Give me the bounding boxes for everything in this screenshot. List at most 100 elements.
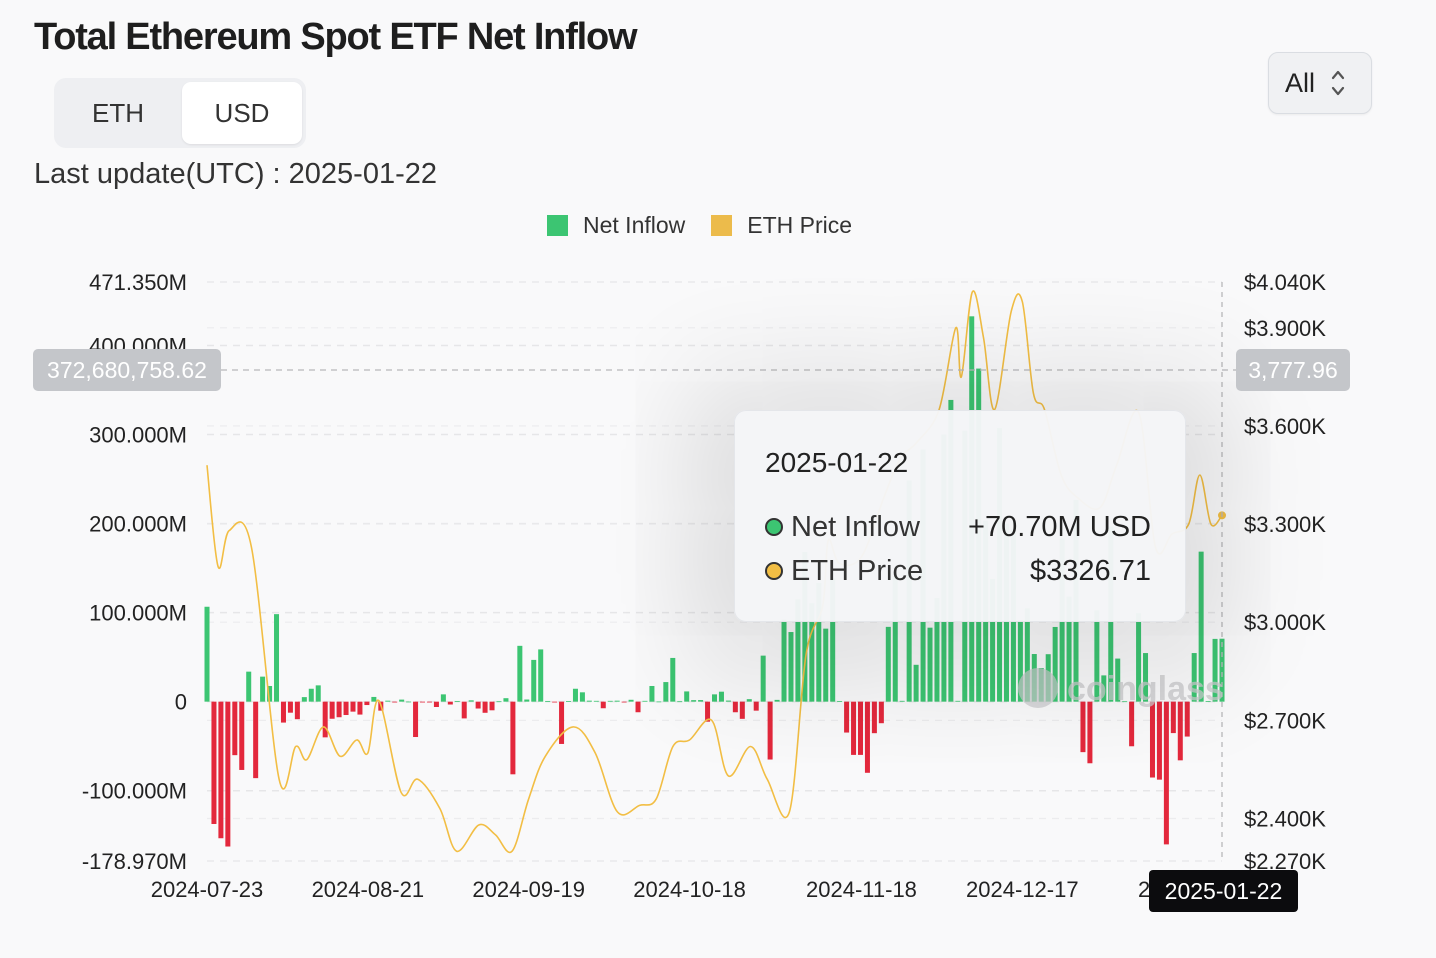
bar-negative <box>225 702 230 847</box>
x-tick-label: 2024-07-23 <box>151 877 264 902</box>
bar-negative <box>434 702 439 707</box>
bar-positive <box>587 701 592 702</box>
bar-positive <box>594 701 599 702</box>
bar-positive <box>642 701 647 702</box>
bar-negative <box>851 702 856 755</box>
bar-positive <box>823 629 828 702</box>
bar-negative <box>232 702 237 756</box>
y-right-tick-label: $3.900K <box>1244 316 1326 341</box>
tooltip-net-inflow-dot-icon <box>765 518 783 536</box>
y-left-tick-label: 0 <box>175 690 187 715</box>
bar-negative <box>865 702 870 773</box>
bar-positive <box>663 682 668 702</box>
y-right-tick-label: $2.700K <box>1244 708 1326 733</box>
bar-negative <box>253 702 258 778</box>
bar-negative <box>1129 702 1134 747</box>
bar-positive <box>274 614 279 702</box>
bar-positive <box>955 701 960 702</box>
bar-negative <box>1178 702 1183 761</box>
bar-positive <box>469 700 474 701</box>
tooltip-eth-price-value: $3326.71 <box>1030 555 1151 588</box>
x-tick-label: 2024-08-21 <box>312 877 425 902</box>
crosshair-x-value: 2025-01-22 <box>1149 870 1298 912</box>
bar-positive <box>788 632 793 702</box>
bar-negative <box>636 702 641 713</box>
bar-positive <box>580 692 585 701</box>
bar-negative <box>490 702 495 711</box>
bar-positive <box>914 665 919 702</box>
bar-positive <box>385 701 390 702</box>
bar-negative <box>462 702 467 719</box>
bar-negative <box>510 702 515 775</box>
bar-positive <box>928 628 933 702</box>
tooltip-eth-price-dot-icon <box>765 562 783 580</box>
tooltip-net-inflow-label: Net Inflow <box>791 511 968 544</box>
bar-negative <box>476 702 481 709</box>
bar-positive <box>316 685 321 701</box>
tooltip-net-inflow-value: +70.70M USD <box>968 511 1151 544</box>
bar-positive <box>775 700 780 702</box>
bar-positive <box>399 700 404 702</box>
tooltip-row-net-inflow: Net Inflow +70.70M USD <box>765 505 1151 549</box>
bar-negative <box>768 702 773 760</box>
bar-positive <box>441 694 446 701</box>
bar-positive <box>538 649 543 701</box>
x-tick-label: 2024-10-18 <box>633 877 746 902</box>
bar-positive <box>886 627 891 702</box>
chart-tooltip: 2025-01-22 Net Inflow +70.70M USD ETH Pr… <box>734 410 1186 622</box>
bar-positive <box>684 691 689 701</box>
bar-negative <box>211 702 216 824</box>
bar-positive <box>531 660 536 702</box>
bar-negative <box>364 702 369 705</box>
bar-positive <box>656 701 661 702</box>
y-left-tick-label: 200.000M <box>89 512 187 537</box>
bar-negative <box>337 702 342 718</box>
bar-positive <box>629 700 634 702</box>
bar-negative <box>357 702 362 715</box>
bar-positive <box>670 658 675 702</box>
bar-negative <box>1087 702 1092 764</box>
bar-negative <box>1150 702 1155 778</box>
bar-negative <box>281 702 286 723</box>
bar-negative <box>448 702 453 705</box>
bar-positive <box>726 701 731 702</box>
tooltip-date: 2025-01-22 <box>765 447 1151 479</box>
bar-negative <box>622 702 627 703</box>
bar-negative <box>295 702 300 720</box>
bar-positive <box>455 701 460 702</box>
bar-positive <box>517 646 522 702</box>
bar-positive <box>782 620 787 702</box>
bar-positive <box>691 700 696 702</box>
bar-negative <box>733 702 738 713</box>
bar-positive <box>837 701 842 702</box>
bar-positive <box>698 700 703 702</box>
bar-negative <box>350 702 355 712</box>
crosshair-right-value: 3,777.96 <box>1236 349 1350 391</box>
y-left-tick-label: 471.350M <box>89 270 187 295</box>
bar-positive <box>246 672 251 702</box>
bar-positive <box>615 701 620 702</box>
bar-positive <box>649 686 654 702</box>
bar-negative <box>288 702 293 713</box>
bar-negative <box>1164 702 1169 845</box>
bar-negative <box>344 702 349 715</box>
bar-negative <box>239 702 244 770</box>
bar-positive <box>371 697 376 702</box>
tooltip-row-eth-price: ETH Price $3326.71 <box>765 549 1151 593</box>
y-right-tick-label: $2.400K <box>1244 806 1326 831</box>
bar-positive <box>677 701 682 702</box>
bar-positive <box>503 698 508 701</box>
y-right-tick-label: $3.000K <box>1244 610 1326 635</box>
bar-negative <box>483 702 488 713</box>
bar-positive <box>747 699 752 701</box>
watermark-text: coinglass <box>1067 670 1224 708</box>
bar-positive <box>712 694 717 701</box>
bar-positive <box>566 701 571 702</box>
y-right-tick-label: $3.300K <box>1244 512 1326 537</box>
x-tick-label: 2024-11-18 <box>806 877 917 902</box>
tooltip-eth-price-label: ETH Price <box>791 555 1030 588</box>
bar-negative <box>218 702 223 839</box>
watermark-logo-icon <box>1018 668 1058 708</box>
bar-negative <box>413 702 418 737</box>
net-inflow-chart[interactable]: 471.350M400.000M300.000M200.000M100.000M… <box>0 0 1436 958</box>
